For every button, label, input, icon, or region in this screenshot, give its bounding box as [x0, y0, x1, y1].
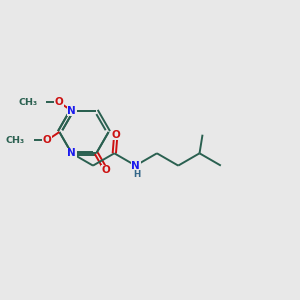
Text: O: O [42, 135, 51, 146]
Text: N: N [67, 148, 76, 158]
Text: CH₃: CH₃ [6, 136, 25, 145]
Text: N: N [131, 160, 140, 171]
Text: O: O [111, 130, 120, 140]
Text: H: H [133, 169, 140, 178]
Text: CH₃: CH₃ [18, 98, 37, 107]
Text: N: N [67, 106, 76, 116]
Text: O: O [55, 97, 64, 107]
Text: O: O [102, 165, 110, 175]
